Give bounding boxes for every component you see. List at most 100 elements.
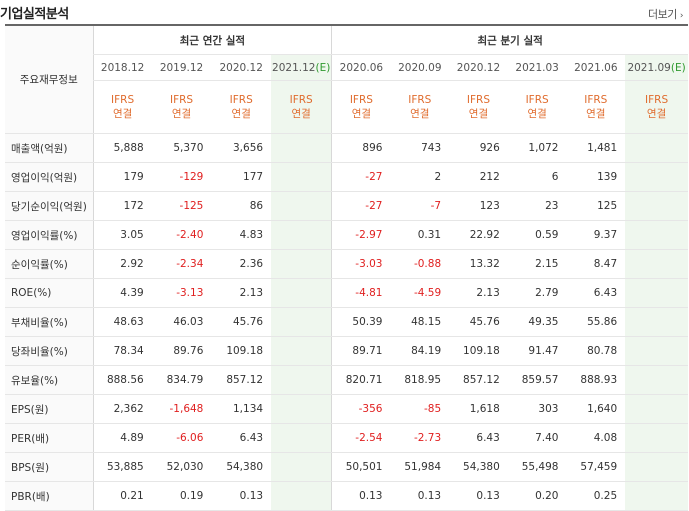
value-cell: -125 — [151, 191, 212, 221]
value-cell: 0.59 — [507, 220, 567, 250]
row-label: PBR(배) — [5, 481, 94, 511]
basis-row: IFRS 연결 IFRS 연결 IFRS 연결 IFRS 연결 IFRS 연결 IFRS 연결 IFRS… — [5, 80, 688, 134]
value-cell: 80.78 — [566, 336, 626, 366]
value-cell: 50,501 — [331, 452, 391, 482]
period-row: 2018.12 2019.12 2020.12 2021.12(E) 2020.06 20… — [5, 54, 688, 81]
value-cell: -2.73 — [390, 423, 450, 453]
period-header: 2021.06 — [566, 54, 626, 81]
value-cell — [625, 220, 688, 250]
value-cell: 818.95 — [390, 365, 450, 395]
value-cell: -27 — [331, 191, 391, 221]
value-cell: -2.54 — [331, 423, 391, 453]
value-cell: 212 — [449, 162, 508, 192]
value-cell: 23 — [507, 191, 567, 221]
value-cell — [271, 162, 332, 192]
value-cell: -4.81 — [331, 278, 391, 308]
value-cell: 45.76 — [449, 307, 508, 337]
value-cell: 55,498 — [507, 452, 567, 482]
more-label: 더보기 — [648, 8, 677, 21]
value-cell — [271, 365, 332, 395]
value-cell: 48.63 — [92, 307, 152, 337]
value-cell: 6 — [507, 162, 567, 192]
value-cell: 896 — [331, 133, 391, 163]
value-cell: 91.47 — [507, 336, 567, 366]
value-cell: 888.93 — [566, 365, 626, 395]
table-row: 당좌비율(%) 78.34 89.76 109.18 89.71 84.19 109.18 9… — [5, 336, 688, 366]
value-cell: 49.35 — [507, 307, 567, 337]
basis-cell: IFRS 연결 — [92, 80, 152, 134]
value-cell: 0.13 — [211, 481, 272, 511]
value-cell: 303 — [507, 394, 567, 424]
value-cell: 2 — [390, 162, 450, 192]
value-cell: 3,656 — [211, 133, 272, 163]
value-cell — [271, 307, 332, 337]
value-cell: 86 — [211, 191, 272, 221]
value-cell — [271, 133, 332, 163]
value-cell: 78.34 — [92, 336, 152, 366]
value-cell — [625, 249, 688, 279]
row-label: 영업이익(억원) — [5, 162, 94, 192]
value-cell: 139 — [566, 162, 626, 192]
value-cell: 2,362 — [92, 394, 152, 424]
row-header-label: 주요재무정보 — [5, 24, 94, 134]
value-cell — [625, 452, 688, 482]
value-cell: 45.76 — [211, 307, 272, 337]
table-row: 당기순이익(억원) 172 -125 86 -27 -7 123 23 125 — [5, 191, 688, 221]
value-cell: -129 — [151, 162, 212, 192]
table-row: 영업이익(억원) 179 -129 177 -27 2 212 6 139 — [5, 162, 688, 192]
financial-summary-table: 주요재무정보 최근 연간 실적 최근 분기 실적 2018.12 2019.12 2… — [5, 24, 688, 511]
row-label: BPS(원) — [5, 452, 94, 482]
value-cell: 6.43 — [449, 423, 508, 453]
value-cell: 52,030 — [151, 452, 212, 482]
value-cell: -2.40 — [151, 220, 212, 250]
basis-cell: IFRS 연결 — [331, 80, 391, 134]
value-cell — [625, 365, 688, 395]
value-cell: 84.19 — [390, 336, 450, 366]
value-cell: 857.12 — [449, 365, 508, 395]
value-cell: 1,618 — [449, 394, 508, 424]
basis-cell: IFRS 연결 — [449, 80, 508, 134]
period-header: 2021.12(E) — [271, 54, 332, 81]
value-cell: -85 — [390, 394, 450, 424]
row-label: 당좌비율(%) — [5, 336, 94, 366]
basis-cell: IFRS 연결 — [390, 80, 450, 134]
basis-cell: IFRS 연결 — [211, 80, 272, 134]
value-cell: -3.13 — [151, 278, 212, 308]
quarter-group-label: 최근 분기 실적 — [331, 24, 688, 55]
value-cell — [271, 249, 332, 279]
value-cell: 2.79 — [507, 278, 567, 308]
more-link[interactable]: 더보기 › — [648, 6, 684, 22]
value-cell: -1,648 — [151, 394, 212, 424]
value-cell — [271, 481, 332, 511]
value-cell: 0.19 — [151, 481, 212, 511]
table-row: 영업이익률(%) 3.05 -2.40 4.83 -2.97 0.31 22.92 0.59 9… — [5, 220, 688, 250]
value-cell: 50.39 — [331, 307, 391, 337]
value-cell: 820.71 — [331, 365, 391, 395]
value-cell: 9.37 — [566, 220, 626, 250]
value-cell: 1,072 — [507, 133, 567, 163]
value-cell: 0.13 — [449, 481, 508, 511]
value-cell: 123 — [449, 191, 508, 221]
value-cell: 13.32 — [449, 249, 508, 279]
value-cell: 2.92 — [92, 249, 152, 279]
value-cell: 5,888 — [92, 133, 152, 163]
value-cell: 0.21 — [92, 481, 152, 511]
row-label: 순이익률(%) — [5, 249, 94, 279]
value-cell: 53,885 — [92, 452, 152, 482]
table-row: EPS(원) 2,362 -1,648 1,134 -356 -85 1,618 303 1,6… — [5, 394, 688, 424]
value-cell — [625, 423, 688, 453]
value-cell: 54,380 — [449, 452, 508, 482]
value-cell: 89.71 — [331, 336, 391, 366]
value-cell: 1,481 — [566, 133, 626, 163]
value-cell: 57,459 — [566, 452, 626, 482]
period-header: 2020.12 — [449, 54, 508, 81]
value-cell — [271, 191, 332, 221]
value-cell: 888.56 — [92, 365, 152, 395]
value-cell — [625, 191, 688, 221]
basis-cell: IFRS 연결 — [271, 80, 332, 134]
row-label: 유보율(%) — [5, 365, 94, 395]
value-cell — [271, 278, 332, 308]
value-cell: 55.86 — [566, 307, 626, 337]
value-cell: 2.36 — [211, 249, 272, 279]
value-cell: 7.40 — [507, 423, 567, 453]
